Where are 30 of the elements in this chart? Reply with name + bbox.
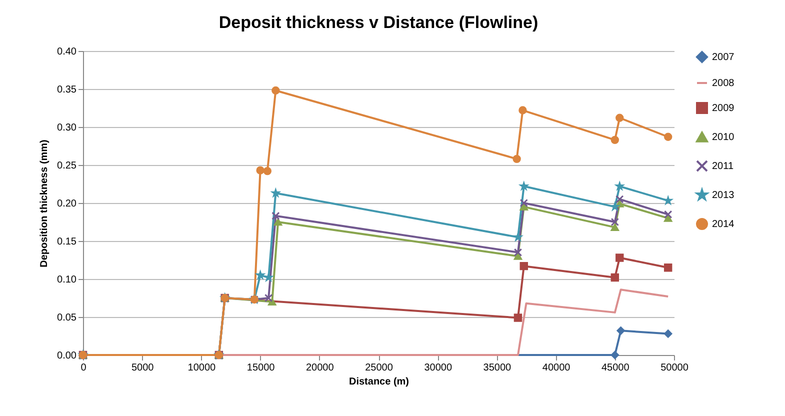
chart-title: Deposit thickness v Distance (Flowline) (218, 13, 538, 32)
y-tick-label: 0.05 (57, 312, 77, 324)
x-tick-label: 30000 (424, 362, 452, 374)
x-tick-label: 0 (80, 362, 87, 374)
x-tick-label: 20000 (306, 362, 334, 374)
x-tick-label: 40000 (542, 362, 571, 374)
y-axis-title: Deposition thickness (mm) (39, 140, 50, 268)
y-tick-label: 0.25 (57, 160, 77, 172)
x-tick-label: 10000 (188, 362, 216, 374)
y-tick-label: 0.10 (57, 274, 77, 286)
x-tick-label: 5000 (131, 362, 154, 374)
x-axis-title: Distance (m) (348, 376, 410, 388)
y-tick-label: 0.40 (57, 46, 77, 58)
y-tick-label: 0.30 (57, 122, 77, 134)
legend-label: 2014 (712, 219, 735, 230)
x-tick-label: 45000 (601, 362, 630, 374)
y-tick-label: 0.00 (57, 350, 77, 362)
legend-label: 2009 (712, 103, 735, 114)
legend-label: 2010 (712, 132, 735, 143)
legend-label: 2007 (712, 52, 735, 63)
x-tick-label: 15000 (246, 362, 276, 374)
y-tick-label: 0.35 (57, 84, 77, 96)
x-tick-label: 25000 (365, 362, 394, 374)
legend-label: 2011 (712, 161, 734, 172)
legend-label: 2008 (712, 78, 735, 89)
y-tick-label: 0.20 (57, 198, 77, 210)
x-tick-label: 35000 (483, 362, 512, 374)
y-tick-label: 0.15 (57, 236, 77, 248)
x-tick-label: 50000 (660, 362, 689, 374)
legend-label: 2013 (712, 190, 735, 201)
